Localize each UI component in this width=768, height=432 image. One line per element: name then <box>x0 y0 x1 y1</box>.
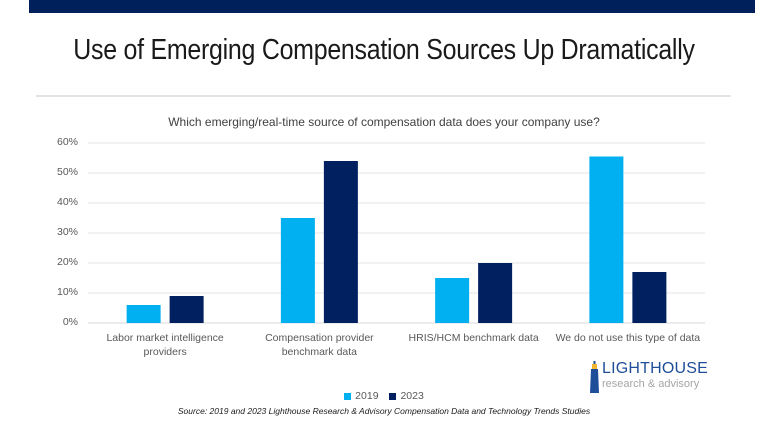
y-tick-label: 30% <box>56 226 78 238</box>
x-tick-label: Labor market intelligence providers <box>106 332 224 358</box>
x-tick-label: Compensation provider benchmark data <box>265 332 374 358</box>
lighthouse-logo: LIGHTHOUSE research & advisory <box>590 360 710 394</box>
legend-swatch-2019 <box>344 392 352 400</box>
slide-title: Use of Emerging Compensation Sources Up … <box>73 34 695 66</box>
y-tick-label: 40% <box>56 196 78 208</box>
y-tick-label: 20% <box>56 256 78 268</box>
header-bar <box>29 0 755 13</box>
x-tick-label: HRIS/HCM benchmark data <box>408 332 539 344</box>
logo-tagline: research & advisory <box>602 378 700 390</box>
bar-2019-3 <box>589 156 624 323</box>
bar-2019-1 <box>280 218 315 323</box>
legend-label-2019: 2019 <box>355 390 379 402</box>
y-tick-label: 0% <box>62 316 78 328</box>
x-tick-label: We do not use this type of data <box>555 332 701 344</box>
legend-item-2019: 2019 <box>344 390 379 402</box>
y-tick-label: 60% <box>56 136 78 148</box>
bar-2023-2 <box>478 263 513 323</box>
bar-2023-3 <box>632 272 667 323</box>
legend-item-2023: 2023 <box>389 390 424 402</box>
bar-2019-2 <box>435 278 470 323</box>
legend-label-2023: 2023 <box>400 390 424 402</box>
legend-swatch-2023 <box>389 392 397 400</box>
y-tick-label: 10% <box>56 286 78 298</box>
lighthouse-icon <box>590 361 599 393</box>
bar-2023-1 <box>323 161 358 323</box>
title-divider <box>36 95 731 97</box>
bar-chart <box>88 142 705 324</box>
bar-2023-0 <box>169 296 204 323</box>
logo-name: LIGHTHOUSE <box>602 360 709 377</box>
y-tick-label: 50% <box>56 166 78 178</box>
chart-title: Which emerging/real-time source of compe… <box>168 115 600 129</box>
bar-2019-0 <box>126 305 161 323</box>
source-note: Source: 2019 and 2023 Lighthouse Researc… <box>177 406 591 416</box>
legend: 2019 2023 <box>0 390 768 403</box>
